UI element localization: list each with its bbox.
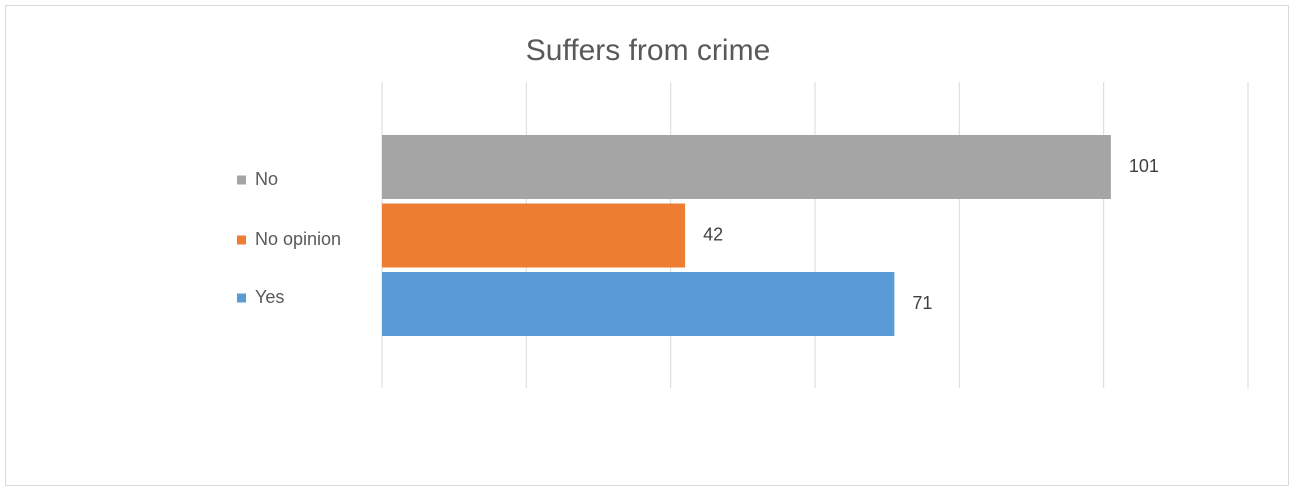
legend-label: No — [255, 169, 278, 189]
legend-label: No opinion — [255, 229, 341, 249]
legend-label: Yes — [255, 287, 284, 307]
bar — [382, 135, 1111, 199]
data-label: 42 — [703, 224, 723, 244]
chart-title: Suffers from crime — [526, 34, 771, 67]
legend-marker — [237, 293, 246, 303]
bar — [382, 203, 686, 268]
data-label: 71 — [912, 293, 932, 313]
data-label: 101 — [1129, 156, 1159, 176]
legend-marker — [237, 235, 246, 245]
legend-marker — [237, 175, 246, 185]
bar — [382, 272, 895, 336]
